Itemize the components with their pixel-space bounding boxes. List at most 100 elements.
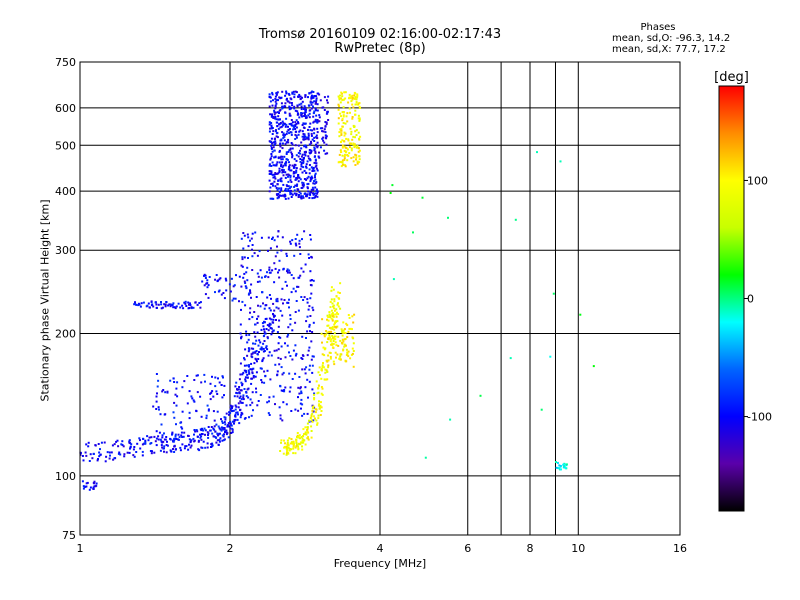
echo-point	[325, 121, 328, 124]
echo-point	[187, 448, 190, 451]
echo-point	[175, 404, 178, 407]
echo-point	[278, 190, 281, 193]
echo-point	[281, 147, 284, 150]
echo-point	[268, 164, 271, 167]
echo-point	[287, 138, 290, 141]
echo-point	[274, 156, 277, 159]
echo-point	[164, 305, 167, 308]
echo-point	[216, 432, 219, 435]
echo-point	[343, 145, 346, 148]
echo-point	[293, 93, 296, 96]
echo-point	[289, 179, 292, 182]
echo-point	[316, 191, 319, 194]
echo-point	[260, 346, 263, 349]
echo-point	[323, 378, 326, 381]
echo-point	[270, 153, 273, 155]
echo-point	[350, 147, 353, 150]
echo-point	[237, 388, 240, 391]
echo-point	[255, 391, 258, 394]
echo-point	[355, 101, 358, 104]
echo-point	[144, 439, 147, 442]
echo-point	[201, 446, 204, 449]
echo-point	[318, 116, 321, 119]
echo-point	[245, 390, 248, 393]
echo-point	[271, 113, 273, 116]
echo-point	[559, 160, 562, 163]
echo-point	[212, 435, 215, 438]
echo-point	[303, 127, 306, 129]
echo-point	[341, 338, 344, 341]
echo-point	[193, 429, 196, 431]
echo-point	[280, 345, 283, 348]
echo-point	[172, 448, 174, 450]
echo-point	[313, 140, 316, 142]
echo-point	[267, 412, 270, 415]
echo-point	[238, 386, 241, 388]
echo-point	[350, 149, 353, 152]
echo-point	[298, 246, 301, 249]
echo-point	[293, 189, 296, 192]
echo-point	[338, 153, 341, 156]
echo-point	[284, 442, 286, 445]
echo-point	[285, 151, 288, 154]
echo-point	[132, 448, 135, 451]
echo-point	[302, 160, 305, 163]
echo-point	[338, 135, 341, 138]
echo-point	[290, 131, 293, 134]
echo-point	[287, 125, 289, 128]
echo-point	[294, 290, 297, 293]
echo-point	[169, 303, 172, 306]
echo-point	[344, 91, 347, 94]
colorbar-gradient	[718, 85, 745, 512]
echo-point	[240, 381, 243, 384]
echo-point	[308, 109, 311, 112]
echo-point	[294, 321, 297, 324]
echo-point	[293, 158, 296, 161]
echo-point	[326, 110, 329, 113]
echo-point	[315, 114, 318, 117]
echo-point	[291, 154, 294, 157]
echo-point	[313, 146, 316, 149]
echo-point	[205, 414, 208, 417]
echo-point	[277, 348, 280, 351]
echo-point	[290, 291, 293, 294]
echo-point	[218, 381, 221, 384]
echo-point	[299, 160, 302, 163]
echo-point	[303, 151, 306, 154]
echo-point	[300, 105, 303, 108]
echo-point	[269, 378, 272, 381]
echo-point	[112, 458, 115, 461]
echo-point	[221, 439, 224, 442]
echo-point	[280, 249, 283, 252]
echo-point	[271, 93, 274, 96]
echo-point	[279, 417, 282, 420]
echo-point	[272, 314, 275, 317]
echo-point	[274, 142, 277, 145]
echo-point	[288, 271, 291, 274]
echo-point	[349, 327, 352, 330]
echo-point	[281, 236, 284, 239]
echo-point	[304, 113, 306, 116]
echo-point	[294, 121, 297, 124]
echo-point	[330, 326, 333, 329]
echo-point	[315, 95, 318, 98]
echo-point	[311, 138, 314, 141]
echo-point	[352, 156, 355, 159]
echo-point	[249, 239, 251, 242]
echo-point	[267, 276, 270, 279]
echo-point	[238, 300, 240, 303]
echo-point	[316, 127, 319, 130]
echo-point	[294, 130, 297, 133]
echo-point	[272, 146, 275, 149]
echo-point	[290, 448, 293, 451]
echo-point	[331, 326, 334, 329]
echo-point	[301, 124, 304, 126]
echo-point	[139, 447, 142, 450]
echo-point	[354, 96, 357, 99]
echo-point	[313, 169, 316, 172]
echo-point	[181, 386, 184, 389]
echo-point	[294, 408, 297, 411]
echo-point	[309, 180, 312, 183]
echo-point	[254, 323, 256, 326]
